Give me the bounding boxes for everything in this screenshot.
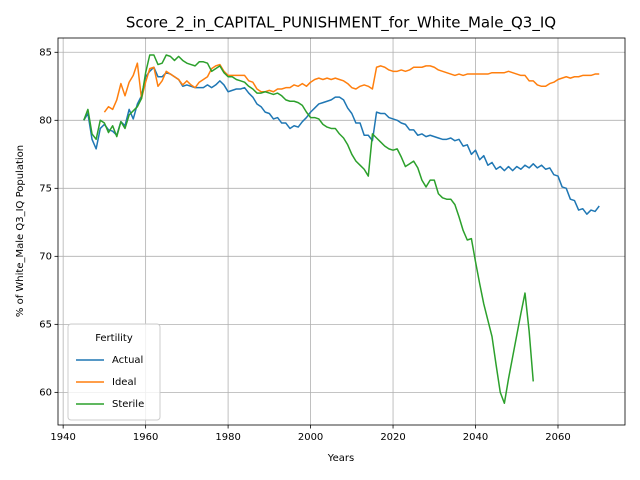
x-tick-label: 2060: [545, 432, 570, 443]
series-line: [83, 54, 534, 404]
chart-title: Score_2_in_CAPITAL_PUNISHMENT_for_White_…: [126, 14, 556, 33]
series-line: [103, 62, 600, 113]
plot-frame: [57, 37, 626, 426]
legend-box: [67, 323, 161, 421]
y-tick-label: 65: [39, 319, 52, 330]
y-tick-label: 85: [39, 47, 52, 58]
y-axis-label: % of White_Male Q3_IQ Population: [15, 145, 26, 317]
x-axis-label: Years: [327, 453, 354, 464]
legend-title: Fertility: [95, 333, 133, 344]
x-tick-label: 1980: [215, 432, 240, 443]
y-tick-label: 70: [39, 251, 52, 262]
legend-label: Ideal: [112, 377, 136, 388]
legend-label: Sterile: [112, 399, 144, 410]
y-tick-label: 60: [39, 387, 52, 398]
x-tick-label: 1940: [50, 432, 75, 443]
y-tick-label: 80: [39, 115, 52, 126]
x-tick-label: 2040: [463, 432, 488, 443]
series-line: [83, 66, 600, 215]
legend-label: Actual: [112, 355, 143, 366]
x-tick-label: 2000: [298, 432, 323, 443]
x-tick-label: 1960: [133, 432, 158, 443]
y-tick-label: 75: [39, 183, 52, 194]
x-tick-label: 2020: [380, 432, 405, 443]
